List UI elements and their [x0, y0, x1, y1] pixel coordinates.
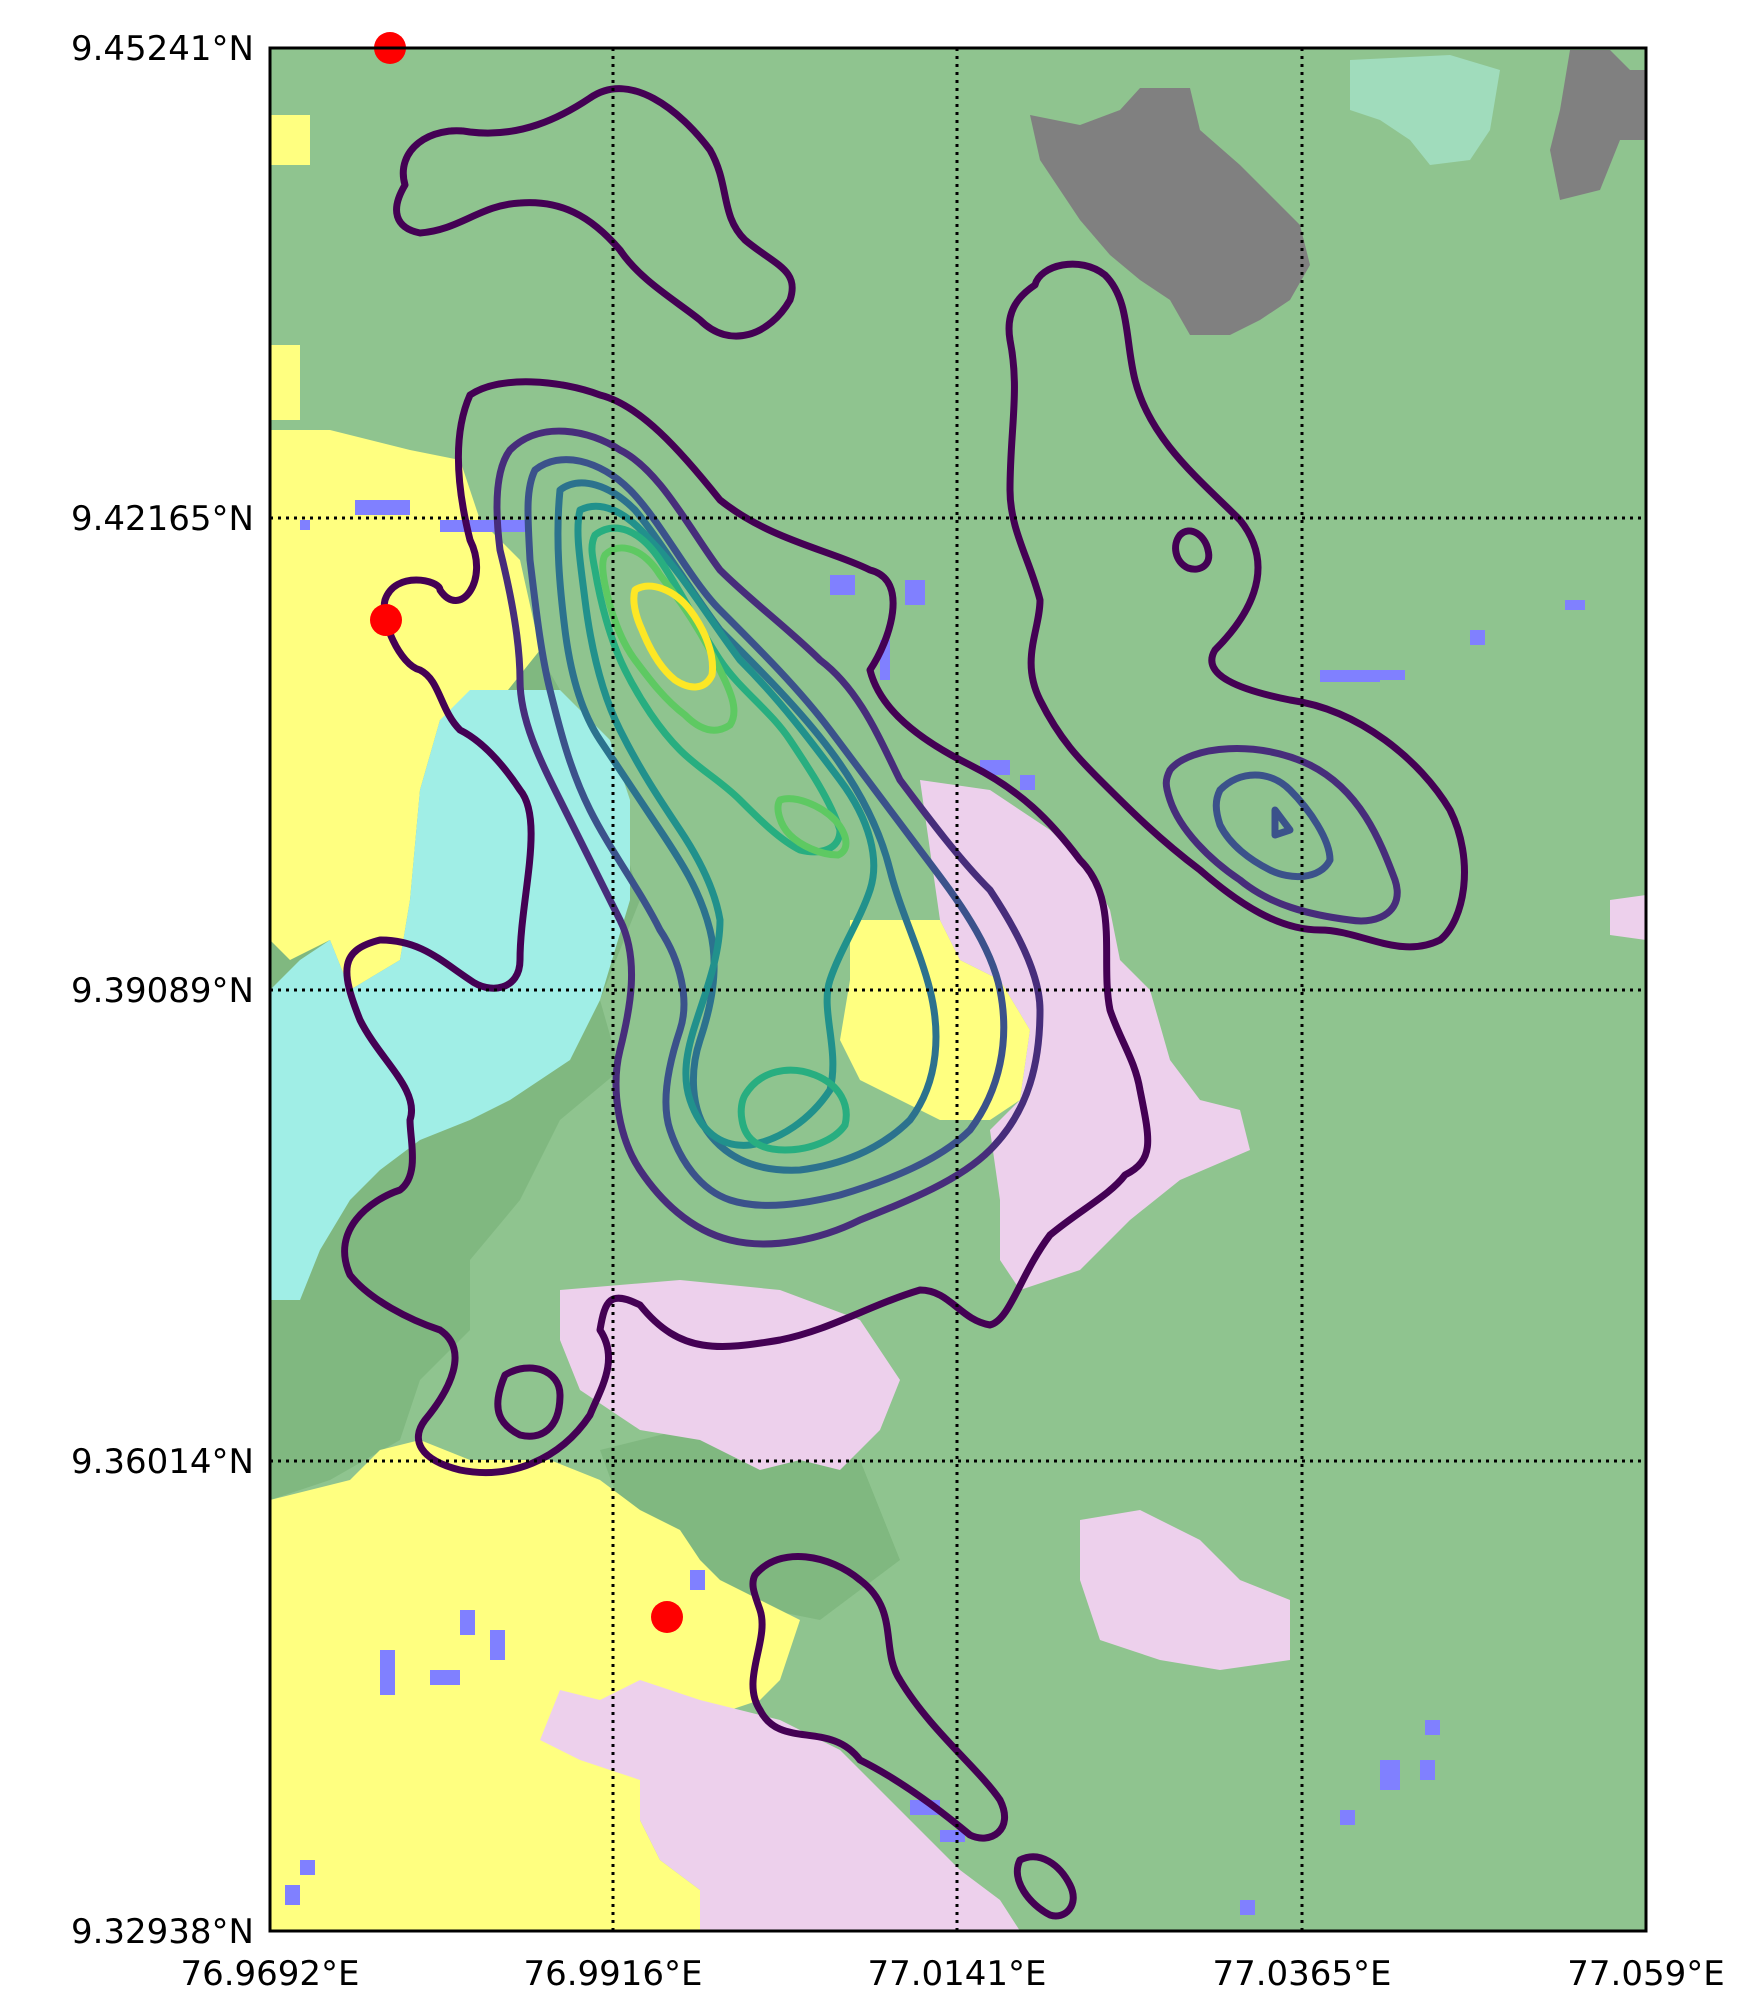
lat-tick-label: 9.39089°N — [71, 971, 254, 1011]
contour-level-4 — [554, 479, 940, 1174]
location-marker — [370, 604, 402, 636]
map-plot-area — [270, 48, 1646, 1931]
contour-level-7 — [599, 544, 738, 734]
location-marker — [651, 1601, 683, 1633]
lon-tick-label: 77.0141°E — [867, 1954, 1046, 1994]
latitude-axis: 9.45241°N 9.42165°N 9.39089°N 9.36014°N … — [71, 29, 254, 1952]
contour-level-1 — [749, 1553, 1009, 1842]
contour-level-5 — [574, 502, 878, 1149]
contour-level-1 — [494, 1364, 564, 1440]
contour-level-9 — [630, 582, 717, 691]
contour-level-1 — [1172, 527, 1213, 573]
contour-level-2 — [493, 427, 1044, 1248]
lat-tick-label: 9.36014°N — [71, 1442, 254, 1482]
contour-level-6 — [737, 1066, 850, 1154]
location-markers — [370, 32, 683, 1633]
density-contours — [341, 85, 1468, 1920]
contour-level-1 — [341, 378, 1152, 1477]
landcover-gray — [1030, 50, 1646, 335]
contour-level-7 — [774, 795, 850, 859]
landcover-light-teal — [1350, 55, 1500, 165]
lat-tick-label: 9.32938°N — [71, 1912, 254, 1952]
landcover-blue — [285, 500, 1585, 1915]
contour-level-3 — [1212, 771, 1334, 881]
map-frame — [268, 46, 1648, 1933]
contour-level-1 — [1005, 260, 1468, 951]
landcover-yellow — [270, 115, 1030, 1931]
lon-tick-label: 77.0365°E — [1212, 1954, 1391, 1994]
contour-level-2 — [1162, 745, 1401, 925]
contour-level-3 — [1271, 806, 1294, 839]
lon-tick-label: 76.9916°E — [523, 1954, 702, 1994]
lon-tick-label: 76.9692°E — [180, 1954, 359, 1994]
contour-level-1 — [1013, 1853, 1077, 1920]
longitude-axis: 76.9692°E 76.9916°E 77.0141°E 77.0365°E … — [180, 1954, 1724, 1994]
lat-tick-label: 9.42165°N — [71, 499, 254, 539]
gridlines — [270, 48, 1646, 1931]
lon-tick-label: 77.059°E — [1567, 1954, 1724, 1994]
contour-level-1 — [393, 85, 796, 340]
landcover-cyan — [270, 690, 630, 1300]
lat-tick-label: 9.45241°N — [71, 29, 254, 69]
contour-level-3 — [524, 456, 1008, 1209]
